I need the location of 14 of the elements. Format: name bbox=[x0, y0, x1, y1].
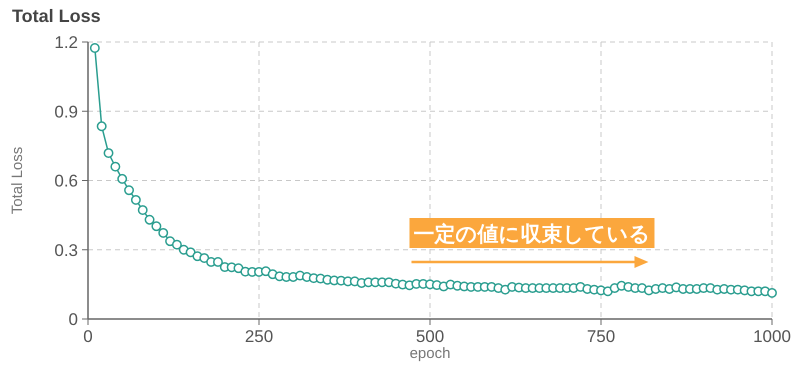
y-tick-label: 0.9 bbox=[54, 102, 78, 122]
annotation: 一定の値に収束している bbox=[409, 218, 654, 248]
y-tick-label: 0 bbox=[68, 310, 78, 329]
x-tick-label: 500 bbox=[416, 327, 444, 346]
x-tick-label: 750 bbox=[586, 327, 616, 346]
x-tick-label: 1000 bbox=[753, 327, 791, 346]
y-tick-label: 1.2 bbox=[54, 33, 78, 52]
x-tick-label: 0 bbox=[83, 327, 93, 346]
x-axis-title: epoch bbox=[410, 345, 450, 362]
x-tick-label: 250 bbox=[244, 327, 274, 346]
y-tick-label: 0.3 bbox=[54, 240, 78, 260]
chart-title: Total Loss bbox=[12, 6, 101, 26]
y-axis-title: Total Loss bbox=[9, 146, 26, 214]
y-tick-label: 0.6 bbox=[54, 172, 78, 190]
